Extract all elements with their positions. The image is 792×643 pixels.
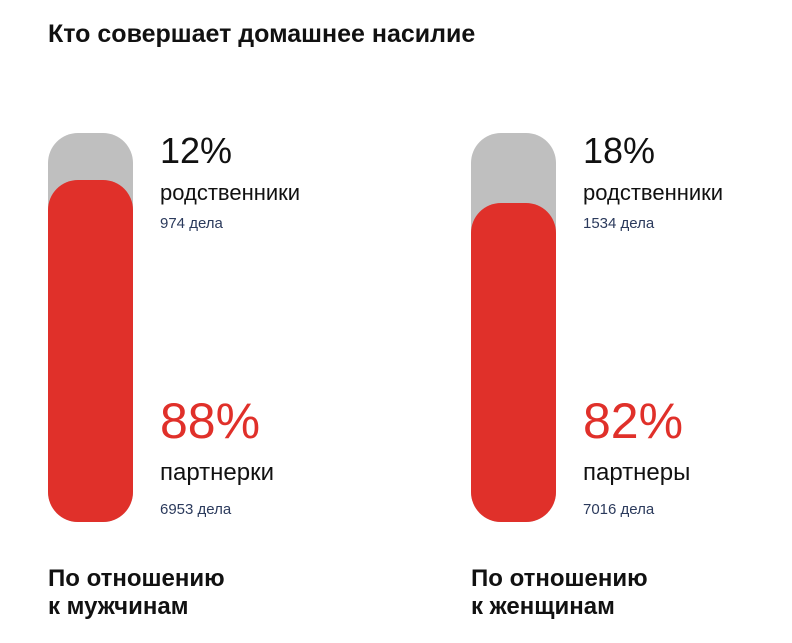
women-partners-percent: 82% [583, 393, 684, 449]
chart-title: Кто совершает домашнее насилие [48, 20, 476, 48]
bar-men-partners-segment [48, 179, 133, 522]
men-partners-percent: 88% [160, 393, 261, 449]
men-group-label-line2: к мужчинам [48, 593, 189, 620]
women-partners-label: партнеры [583, 459, 691, 486]
women-partners-count: 7016 дела [583, 501, 655, 518]
men-relatives-count: 974 дела [160, 215, 223, 232]
men-relatives-label: родственники [160, 180, 301, 205]
bar-women [471, 133, 556, 522]
men-group-label-line1: По отношению [48, 565, 225, 592]
women-group-label-line2: к женщинам [471, 593, 615, 620]
men-partners-count: 6953 дела [160, 501, 232, 518]
men-partners-label: партнерки [160, 459, 275, 486]
bar-men [48, 133, 133, 522]
women-group-label: По отношению к женщинам [471, 565, 648, 621]
women-group-label-line1: По отношению [471, 565, 648, 592]
women-relatives-count: 1534 дела [583, 215, 655, 232]
women-relatives-percent: 18% [583, 130, 656, 171]
men-relatives-percent: 12% [160, 130, 233, 171]
women-relatives-label: родственники [583, 180, 724, 205]
men-group-label: По отношению к мужчинам [48, 565, 225, 621]
bar-women-partners-segment [471, 203, 556, 522]
